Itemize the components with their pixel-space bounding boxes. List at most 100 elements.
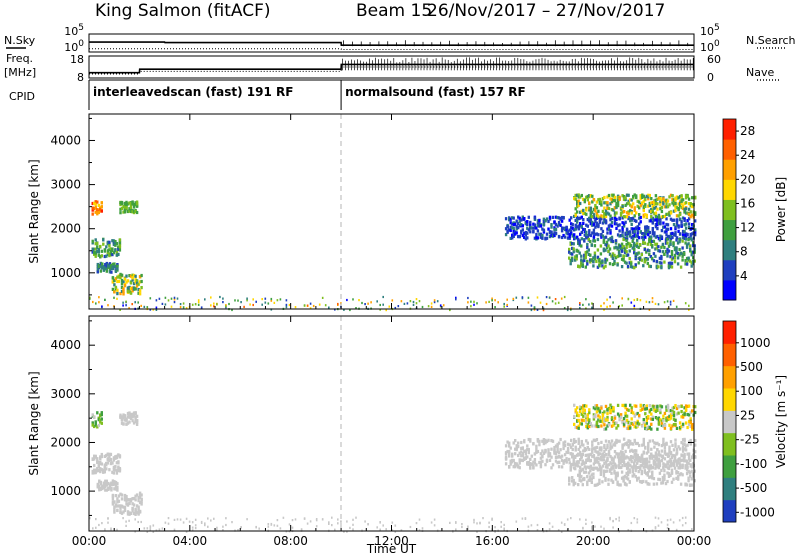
velocity-cell <box>645 480 648 484</box>
power-cell <box>632 230 635 234</box>
power-cell <box>615 226 618 230</box>
velocity-cell <box>687 454 691 459</box>
velocity-colorbar-label: -100 <box>740 457 767 471</box>
power-cell <box>580 230 583 234</box>
velocity-cell <box>123 493 127 498</box>
velocity-cell <box>666 471 669 475</box>
power-cell <box>589 206 592 210</box>
power-cell <box>267 302 270 305</box>
power-cell <box>632 227 635 231</box>
velocity-cell <box>143 527 146 530</box>
power-cell <box>651 297 654 300</box>
velocity-cell <box>334 528 336 531</box>
velocity-cell <box>596 482 600 486</box>
power-cell <box>128 290 131 294</box>
power-cell <box>653 218 656 222</box>
power-cell <box>666 251 669 255</box>
power-cell <box>675 305 678 308</box>
power-cell <box>651 200 654 205</box>
power-cell <box>216 303 218 306</box>
power-cell <box>624 237 627 241</box>
velocity-cell <box>131 507 134 511</box>
velocity-cell <box>633 421 636 425</box>
power-cell <box>586 218 589 222</box>
power-cell <box>574 258 577 262</box>
power-cell <box>689 215 692 219</box>
velocity-cell <box>632 422 635 426</box>
velocity-cell <box>562 461 565 465</box>
velocity-cell <box>591 527 593 530</box>
power-cell <box>118 244 122 248</box>
power-cell <box>610 208 614 212</box>
power-cell <box>636 242 639 246</box>
velocity-cell <box>636 458 639 462</box>
velocity-cell <box>568 482 571 486</box>
power-cell <box>678 232 682 236</box>
velocity-cell <box>530 524 533 527</box>
power-cell <box>578 265 581 269</box>
velocity-cell <box>670 468 674 472</box>
velocity-cell <box>630 448 633 452</box>
velocity-cell <box>628 458 631 462</box>
power-cell <box>622 244 625 249</box>
power-cell <box>673 246 677 250</box>
power-cell <box>592 213 596 217</box>
power-cell <box>264 301 267 304</box>
velocity-cell <box>678 462 681 466</box>
velocity-cell <box>123 414 127 418</box>
velocity-cell <box>648 475 651 479</box>
velocity-cell <box>601 454 604 458</box>
velocity-cell <box>687 479 690 483</box>
velocity-cell <box>603 419 606 423</box>
power-cell <box>517 215 520 219</box>
velocity-cell <box>103 463 106 467</box>
power-cell <box>126 202 130 206</box>
velocity-cell <box>663 449 667 453</box>
power-cell <box>675 221 679 225</box>
velocity-cell <box>641 443 644 447</box>
power-cell <box>526 231 529 235</box>
power-colorbar-label: 28 <box>740 124 755 138</box>
velocity-cell <box>97 465 100 469</box>
power-cell <box>675 195 679 199</box>
power-colorbar-segment <box>723 179 736 200</box>
velocity-cell <box>521 454 524 458</box>
velocity-cell <box>123 418 127 422</box>
velocity-cell <box>108 483 112 487</box>
power-cell <box>511 233 514 237</box>
velocity-cell <box>694 405 697 409</box>
velocity-cell <box>664 452 668 456</box>
power-cell <box>683 218 686 222</box>
velocity-cell <box>594 525 596 528</box>
velocity-cell <box>606 412 609 416</box>
velocity-cell <box>595 410 599 414</box>
velocity-cell <box>542 438 546 442</box>
velocity-cell <box>529 457 532 461</box>
power-cell <box>514 232 517 236</box>
velocity-cell <box>670 456 674 460</box>
power-cell <box>593 257 597 261</box>
power-cell <box>569 242 572 246</box>
velocity-cell <box>123 508 127 512</box>
power-cell <box>509 217 512 221</box>
power-cell <box>601 197 605 201</box>
velocity-cell <box>131 415 134 419</box>
velocity-cell <box>583 408 586 412</box>
velocity-cell <box>654 461 657 465</box>
power-cell <box>619 244 622 248</box>
power-cell <box>105 269 108 273</box>
power-cell <box>123 277 127 281</box>
power-cell <box>604 201 608 205</box>
velocity-cell <box>512 441 515 445</box>
power-cell <box>653 212 656 216</box>
velocity-cell <box>138 501 142 505</box>
power-cell <box>630 265 633 269</box>
power-cell <box>635 194 638 198</box>
power-cell <box>539 232 543 236</box>
power-cell <box>600 227 603 231</box>
velocity-cell <box>644 446 647 450</box>
power-cell <box>618 229 621 233</box>
power-cell <box>627 199 630 203</box>
velocity-cell <box>684 516 687 519</box>
power-cell <box>588 208 591 212</box>
